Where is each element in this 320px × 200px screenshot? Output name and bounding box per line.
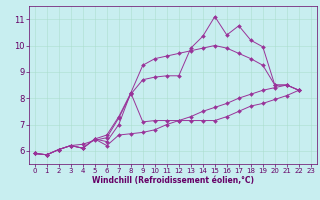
X-axis label: Windchill (Refroidissement éolien,°C): Windchill (Refroidissement éolien,°C)	[92, 176, 254, 185]
